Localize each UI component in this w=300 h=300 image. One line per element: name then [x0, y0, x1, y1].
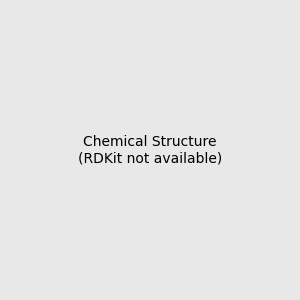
Text: Chemical Structure
(RDKit not available): Chemical Structure (RDKit not available)	[78, 135, 222, 165]
